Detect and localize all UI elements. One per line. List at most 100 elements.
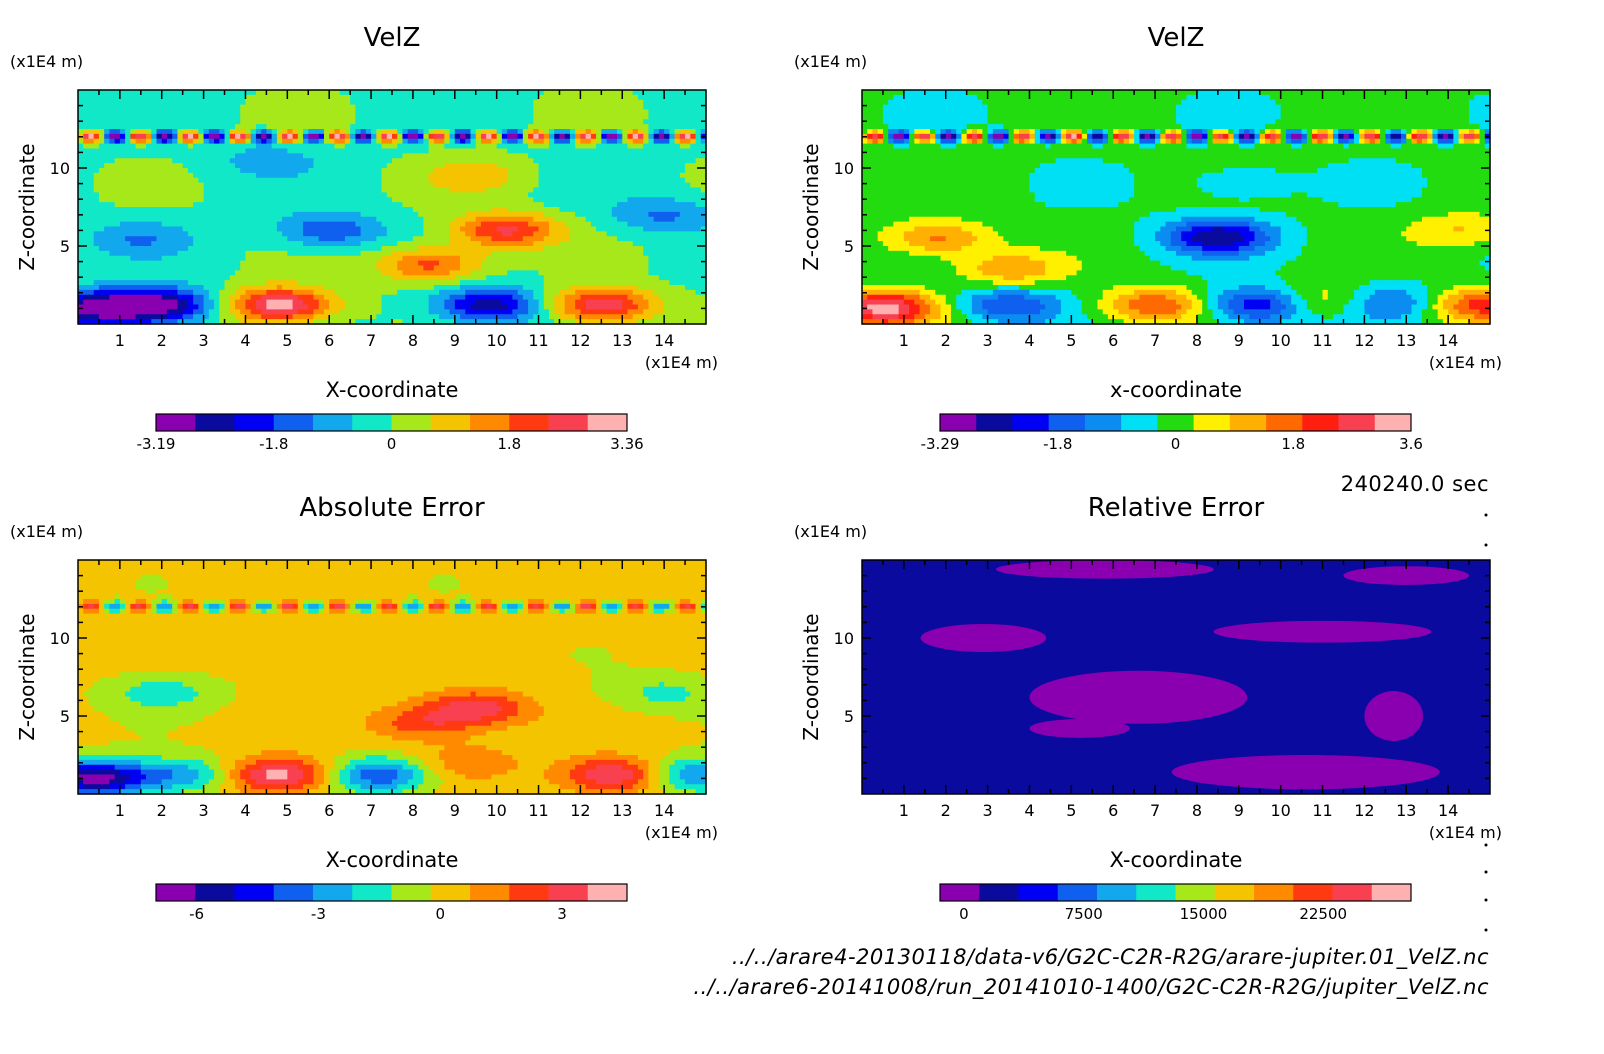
field-cell <box>360 124 367 130</box>
field-cell <box>522 143 529 150</box>
field-cell <box>229 211 236 218</box>
field-cell <box>219 104 226 111</box>
field-cell <box>229 255 236 262</box>
field-cell <box>475 246 482 252</box>
field-cell <box>292 158 299 164</box>
field-cell <box>303 109 309 115</box>
field-cell <box>559 99 566 106</box>
field-cell <box>276 90 283 96</box>
field-cell <box>146 187 152 193</box>
field-cell <box>334 138 341 145</box>
field-cell <box>700 207 707 213</box>
field-cell <box>611 275 618 281</box>
field-cell <box>554 270 561 276</box>
field-cell <box>501 246 508 252</box>
field-cell <box>297 177 304 184</box>
field-cell <box>78 124 84 130</box>
field-cell <box>287 172 294 179</box>
field-cell <box>658 158 665 164</box>
field-cell <box>538 109 545 115</box>
field-cell <box>219 99 226 106</box>
field-cell <box>282 99 288 106</box>
field-cell <box>601 94 608 101</box>
field-cell <box>549 187 555 193</box>
field-cell <box>219 138 226 145</box>
field-cell <box>114 148 121 154</box>
field-cell <box>182 177 189 184</box>
field-cell <box>292 177 299 184</box>
field-cell <box>392 226 398 232</box>
field-cell <box>685 226 691 232</box>
field-cell <box>365 197 372 203</box>
field-cell <box>240 168 247 174</box>
field-cell <box>664 202 670 208</box>
field-cell <box>208 211 215 218</box>
field-cell <box>140 153 147 159</box>
field-cell <box>172 99 179 106</box>
field-cell <box>271 289 278 296</box>
field-cell <box>569 163 576 169</box>
field-cell <box>376 158 383 164</box>
field-cell <box>177 289 184 296</box>
field-cell <box>193 143 199 150</box>
field-cell <box>402 138 409 145</box>
field-cell <box>533 177 540 184</box>
field-cell <box>235 163 241 169</box>
field-cell <box>407 94 414 101</box>
field-cell <box>114 197 121 203</box>
field-cell <box>392 192 398 198</box>
field-cell <box>475 260 482 267</box>
field-cell <box>177 197 184 203</box>
field-cell <box>88 99 95 106</box>
field-cell <box>674 182 681 189</box>
field-cell <box>522 275 529 281</box>
field-cell <box>371 280 377 286</box>
field-cell <box>685 148 691 154</box>
field-cell <box>114 231 121 237</box>
field-cell <box>627 133 634 140</box>
field-cell <box>433 177 440 184</box>
field-cell <box>517 270 524 276</box>
field-cell <box>690 114 697 120</box>
field-cell <box>690 138 697 145</box>
field-cell <box>98 246 105 252</box>
field-cell <box>130 241 137 247</box>
field-cell <box>418 241 424 247</box>
field-cell <box>161 168 168 174</box>
field-cell <box>449 148 456 154</box>
field-cell <box>418 172 424 179</box>
field-cell <box>470 99 477 106</box>
field-cell <box>88 250 95 257</box>
field-cell <box>575 90 581 96</box>
field-cell <box>172 143 179 150</box>
field-cell <box>637 163 644 169</box>
field-cell <box>125 197 131 203</box>
field-cell <box>93 133 100 140</box>
field-cell <box>428 143 435 150</box>
field-cell <box>109 211 116 218</box>
field-cell <box>339 216 346 223</box>
field-cell <box>475 124 482 130</box>
field-cell <box>522 260 529 267</box>
field-cell <box>512 177 519 184</box>
field-cell <box>564 168 571 174</box>
field-cell <box>119 255 126 262</box>
field-cell <box>648 124 655 130</box>
field-cell <box>439 109 445 115</box>
field-cell <box>166 163 173 169</box>
field-cell <box>323 133 330 140</box>
field-cell <box>528 216 534 223</box>
field-cell <box>371 158 377 164</box>
field-cell <box>208 177 215 184</box>
field-cell <box>318 143 325 150</box>
field-cell <box>433 216 440 223</box>
field-cell <box>104 114 110 120</box>
field-cell <box>271 216 278 223</box>
field-cell <box>365 94 372 101</box>
field-cell <box>501 109 508 115</box>
field-cell <box>229 148 236 154</box>
field-cell <box>685 192 691 198</box>
field-cell <box>627 236 634 242</box>
field-cell <box>658 99 665 106</box>
field-cell <box>700 285 707 291</box>
